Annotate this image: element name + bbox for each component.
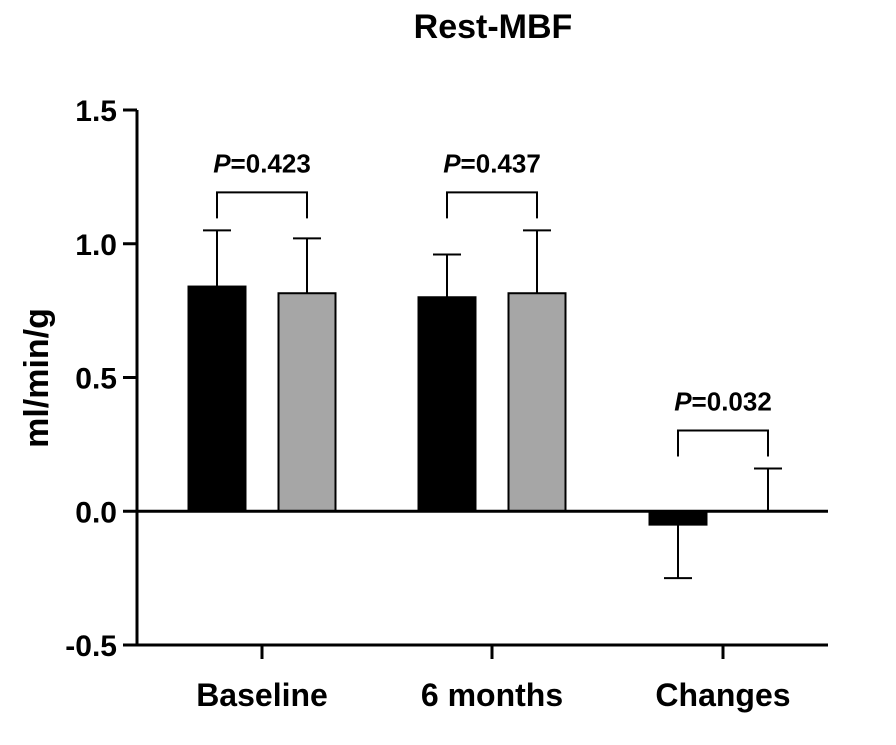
annotations-layer: P=0.423 P=0.437 P=0.032 [213, 148, 772, 457]
y-tick-label: 1.5 [75, 95, 117, 128]
axes-layer: -0.5 0.0 0.5 1.0 1.5 Baseline 6 months Changes [65, 95, 828, 713]
y-tick-label: 0.5 [75, 363, 117, 396]
y-tick-label: 1.0 [75, 229, 117, 262]
bar-s1-c0 [277, 292, 337, 513]
significance-bracket [677, 429, 769, 457]
p-value-label: P=0.032 [674, 386, 772, 416]
x-tick-label: 6 months [421, 677, 563, 713]
x-tick-label: Changes [655, 677, 790, 713]
significance-bracket [446, 191, 538, 219]
y-axis-label: ml/min/g [18, 308, 56, 448]
bar-s0-c0 [187, 285, 247, 513]
x-tick-label: Baseline [196, 677, 328, 713]
y-tick-label: 0.0 [75, 496, 117, 529]
significance-bracket [216, 191, 308, 219]
bars-layer [187, 285, 708, 526]
bar-s1-c1 [507, 292, 567, 513]
bar-s0-c2 [648, 510, 708, 526]
bar-s0-c1 [417, 296, 477, 513]
p-value-label: P=0.423 [213, 148, 311, 178]
error-bars-layer [203, 229, 782, 580]
y-tick-label: -0.5 [65, 630, 117, 663]
p-value-label: P=0.437 [443, 148, 541, 178]
chart-title: Rest-MBF [414, 8, 573, 46]
